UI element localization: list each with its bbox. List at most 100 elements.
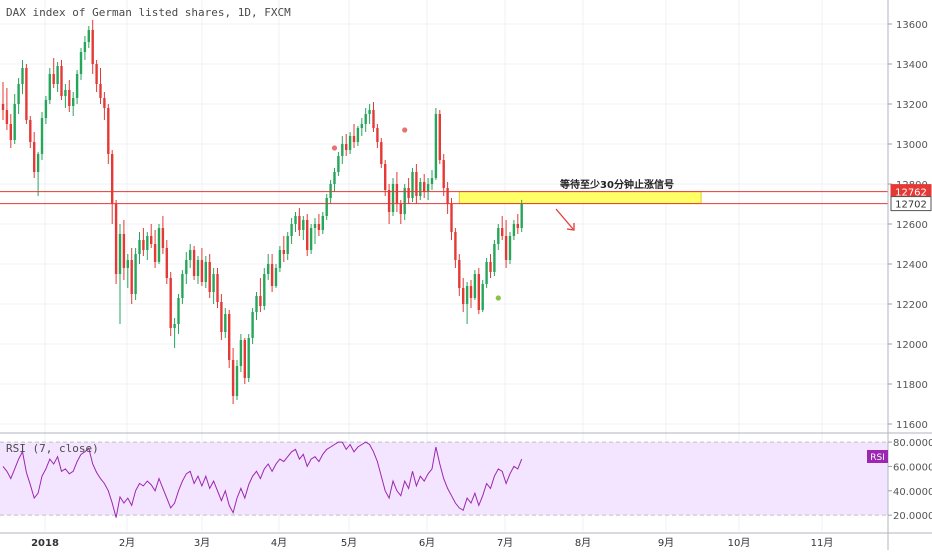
- time-tick-label: 9月: [658, 537, 674, 549]
- rsi-badge: [867, 450, 888, 463]
- candle-body: [181, 274, 184, 298]
- price-label-text: 12702: [895, 200, 927, 211]
- candle-body: [200, 260, 204, 282]
- candle-body: [118, 234, 122, 274]
- yellow-zone: [458, 191, 702, 205]
- candle-body: [415, 172, 418, 196]
- candle-body: [403, 188, 406, 214]
- candle-body: [380, 142, 383, 164]
- candlestick-series: [1, 20, 523, 404]
- candle-body: [411, 172, 414, 198]
- candle-body: [309, 228, 313, 250]
- candle-body: [290, 224, 293, 236]
- candle-body: [450, 204, 453, 232]
- candle-body: [95, 64, 98, 84]
- candle-body: [477, 274, 480, 310]
- candle-body: [333, 172, 336, 184]
- candle-body: [446, 188, 449, 204]
- candle-body: [247, 338, 250, 378]
- candle-body: [83, 42, 87, 52]
- price-tick-label: 13200: [896, 100, 928, 111]
- rsi-title: RSI (7, close): [6, 442, 99, 455]
- candle-body: [142, 240, 145, 250]
- candle-body: [17, 84, 20, 104]
- candle-body: [75, 74, 79, 98]
- candle-body: [33, 142, 36, 172]
- candle-body: [130, 260, 133, 294]
- candle-body: [267, 264, 270, 274]
- candle-body: [251, 312, 254, 338]
- candle-body: [469, 286, 473, 298]
- price-label-text: 12762: [895, 188, 927, 199]
- signal-marker: [402, 127, 408, 133]
- candle-body: [150, 236, 153, 244]
- rsi-panel: [0, 441, 888, 518]
- candle-body: [173, 324, 176, 328]
- price-tick-label: 13000: [896, 140, 928, 151]
- candle-body: [235, 366, 239, 396]
- candle-body: [391, 184, 395, 212]
- candle-body: [298, 216, 301, 230]
- candle-body: [48, 74, 51, 100]
- candle-body: [372, 110, 375, 128]
- candle-body: [157, 228, 161, 262]
- candle-body: [520, 204, 523, 228]
- price-tick-label: 11800: [896, 380, 928, 391]
- candle-body: [313, 224, 317, 228]
- candle-body: [99, 84, 102, 98]
- candle-body: [508, 236, 512, 260]
- candle-body: [169, 278, 172, 328]
- rsi-tick-label: 60.0000: [893, 462, 932, 473]
- candle-body: [458, 260, 461, 288]
- candle-body: [72, 98, 75, 106]
- candle-body: [501, 228, 504, 236]
- candle-body: [56, 66, 59, 84]
- candle-body: [493, 244, 496, 272]
- candle-body: [481, 284, 484, 310]
- time-tick-label: 2月: [119, 537, 135, 549]
- rsi-badge-text: RSI: [870, 453, 885, 463]
- candle-body: [302, 220, 305, 230]
- candle-body: [146, 236, 149, 250]
- candle-body: [79, 52, 83, 74]
- candle-body: [430, 178, 434, 184]
- price-tick-label: 13600: [896, 20, 928, 31]
- annotation-arrow-head: [566, 223, 575, 231]
- time-tick-label: 8月: [575, 537, 591, 549]
- candle-body: [399, 204, 402, 214]
- time-tick-label: 3月: [194, 537, 210, 549]
- candle-body: [376, 128, 379, 142]
- candle-body: [9, 124, 12, 140]
- candle-body: [341, 144, 344, 156]
- candle-body: [485, 262, 488, 284]
- candle-body: [220, 302, 223, 332]
- candle-body: [204, 262, 207, 282]
- time-tick-label: 5月: [341, 537, 357, 549]
- price-tick-label: 11600: [896, 420, 928, 431]
- candle-body: [52, 74, 55, 84]
- candle-body: [423, 182, 426, 192]
- candle-body: [44, 100, 48, 118]
- signal-marker: [495, 295, 501, 301]
- annotation: 等待至少30分钟止涨信号: [555, 178, 674, 231]
- candle-body: [348, 136, 352, 150]
- candle-body: [345, 144, 348, 150]
- price-tick-label: 13400: [896, 60, 928, 71]
- candle-body: [255, 296, 258, 312]
- candle-body: [134, 254, 137, 294]
- time-tick-label: 10月: [728, 537, 751, 549]
- signal-markers: [331, 127, 501, 301]
- candle-body: [364, 114, 367, 124]
- time-tick-label: 7月: [497, 537, 513, 549]
- candle-body: [25, 68, 28, 120]
- candle-body: [395, 184, 399, 204]
- candle-body: [228, 314, 231, 360]
- annotation-text: 等待至少30分钟止涨信号: [560, 178, 674, 191]
- candle-body: [231, 360, 235, 396]
- candle-body: [161, 228, 165, 248]
- signal-marker: [331, 145, 338, 151]
- time-tick-label: 4月: [271, 537, 287, 549]
- candle-body: [294, 216, 297, 224]
